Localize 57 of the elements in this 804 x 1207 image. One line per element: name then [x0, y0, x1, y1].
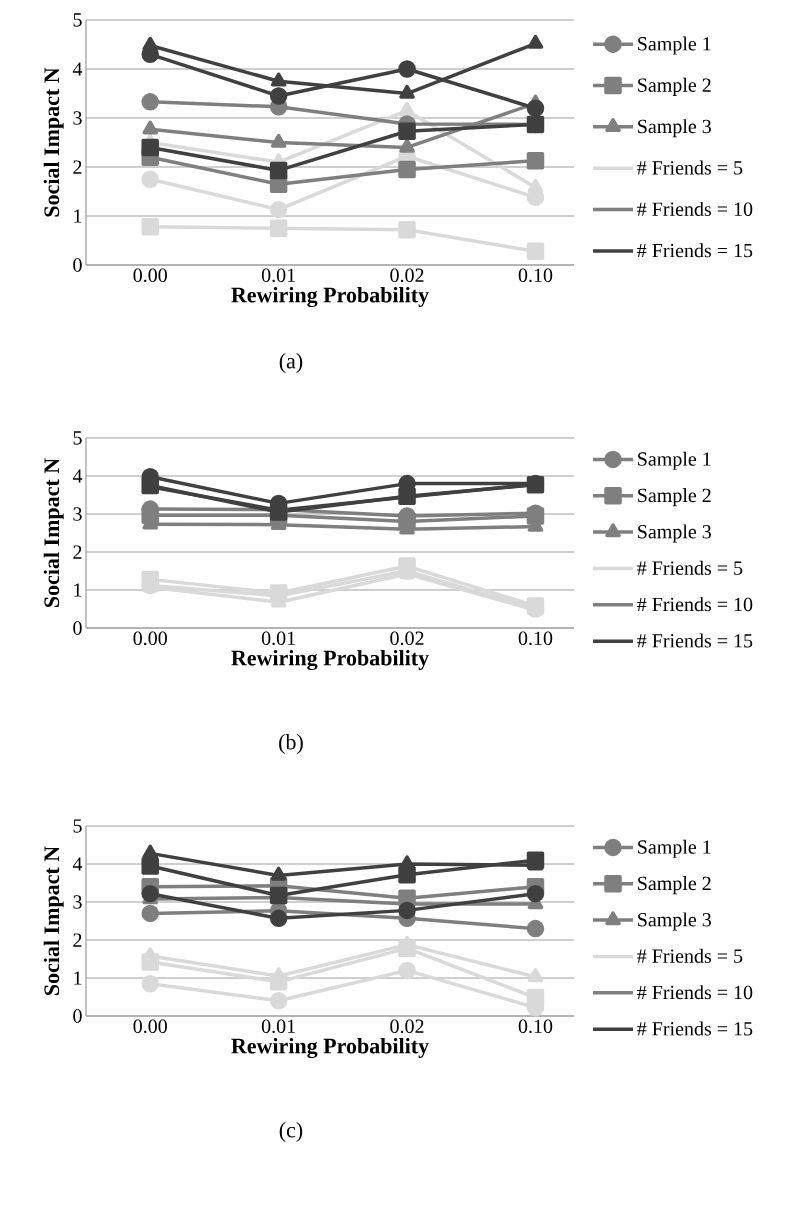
legend-label: Sample 3	[638, 524, 711, 543]
text: (a)	[279, 353, 303, 373]
x-tick-label: 0.10	[518, 268, 553, 283]
legend-label: Sample 1	[638, 36, 711, 55]
legend-label: Sample 1	[638, 839, 711, 858]
y-tick-label: 5	[73, 13, 82, 27]
x-tick-label: 0.02	[390, 631, 424, 646]
y-tick-label: 2	[73, 160, 82, 174]
legend-label: # Friends = 15	[637, 243, 753, 258]
legend-label: # Friends = 10	[637, 597, 753, 612]
x-axis-title: Rewiring Probability	[231, 286, 429, 308]
y-tick-label: 3	[73, 895, 82, 909]
x-tick-label: 0.01	[261, 268, 295, 283]
text: (c)	[279, 1122, 303, 1142]
legend-label: # Friends = 15	[637, 633, 753, 648]
legend-label: Sample 2	[638, 876, 711, 895]
legend-label: # Friends = 10	[637, 201, 753, 216]
y-tick-label: 2	[73, 545, 82, 559]
text: (b)	[279, 734, 303, 754]
y-tick-label: 1	[74, 209, 82, 223]
x-tick-label: 0.01	[261, 1019, 295, 1034]
y-tick-label: 5	[73, 819, 82, 833]
x-tick-label: 0.10	[518, 1019, 553, 1034]
legend-label: # Friends = 5	[637, 948, 743, 963]
y-tick-label: 3	[73, 507, 82, 521]
y-tick-label: 5	[73, 431, 82, 445]
x-axis-title: Rewiring Probability	[231, 1037, 429, 1059]
legend-label: Sample 3	[638, 912, 711, 931]
y-axis-title: Social Impact N	[43, 458, 64, 608]
y-tick-label: 0	[73, 621, 82, 635]
y-tick-label: 0	[73, 1009, 82, 1023]
y-tick-label: 0	[73, 258, 82, 272]
x-tick-label: 0.01	[261, 631, 295, 646]
y-tick-label: 2	[73, 933, 82, 947]
y-tick-label: 4	[72, 857, 83, 871]
x-tick-label: 0.02	[390, 268, 424, 283]
legend-label: Sample 2	[638, 77, 711, 96]
legend-label: Sample 2	[638, 488, 711, 507]
y-axis-title: Social Impact N	[43, 67, 64, 217]
legend-label: Sample 3	[638, 119, 711, 138]
legend-label: # Friends = 10	[637, 985, 753, 1000]
legend-label: # Friends = 5	[637, 560, 743, 575]
x-tick-label: 0.00	[133, 1019, 167, 1034]
x-tick-label: 0.00	[133, 268, 167, 283]
y-tick-label: 4	[72, 469, 83, 483]
y-tick-label: 4	[72, 62, 83, 76]
legend-label: # Friends = 5	[637, 160, 743, 175]
x-axis-title: Rewiring Probability	[231, 649, 429, 671]
x-tick-label: 0.00	[133, 631, 167, 646]
x-tick-label: 0.02	[390, 1019, 424, 1034]
y-axis-title: Social Impact N	[43, 846, 64, 996]
y-tick-label: 1	[74, 971, 82, 985]
legend-label: # Friends = 15	[637, 1021, 753, 1036]
x-tick-label: 0.10	[518, 631, 553, 646]
y-tick-label: 1	[74, 583, 82, 597]
y-tick-label: 3	[73, 111, 82, 125]
legend-label: Sample 1	[638, 451, 711, 470]
